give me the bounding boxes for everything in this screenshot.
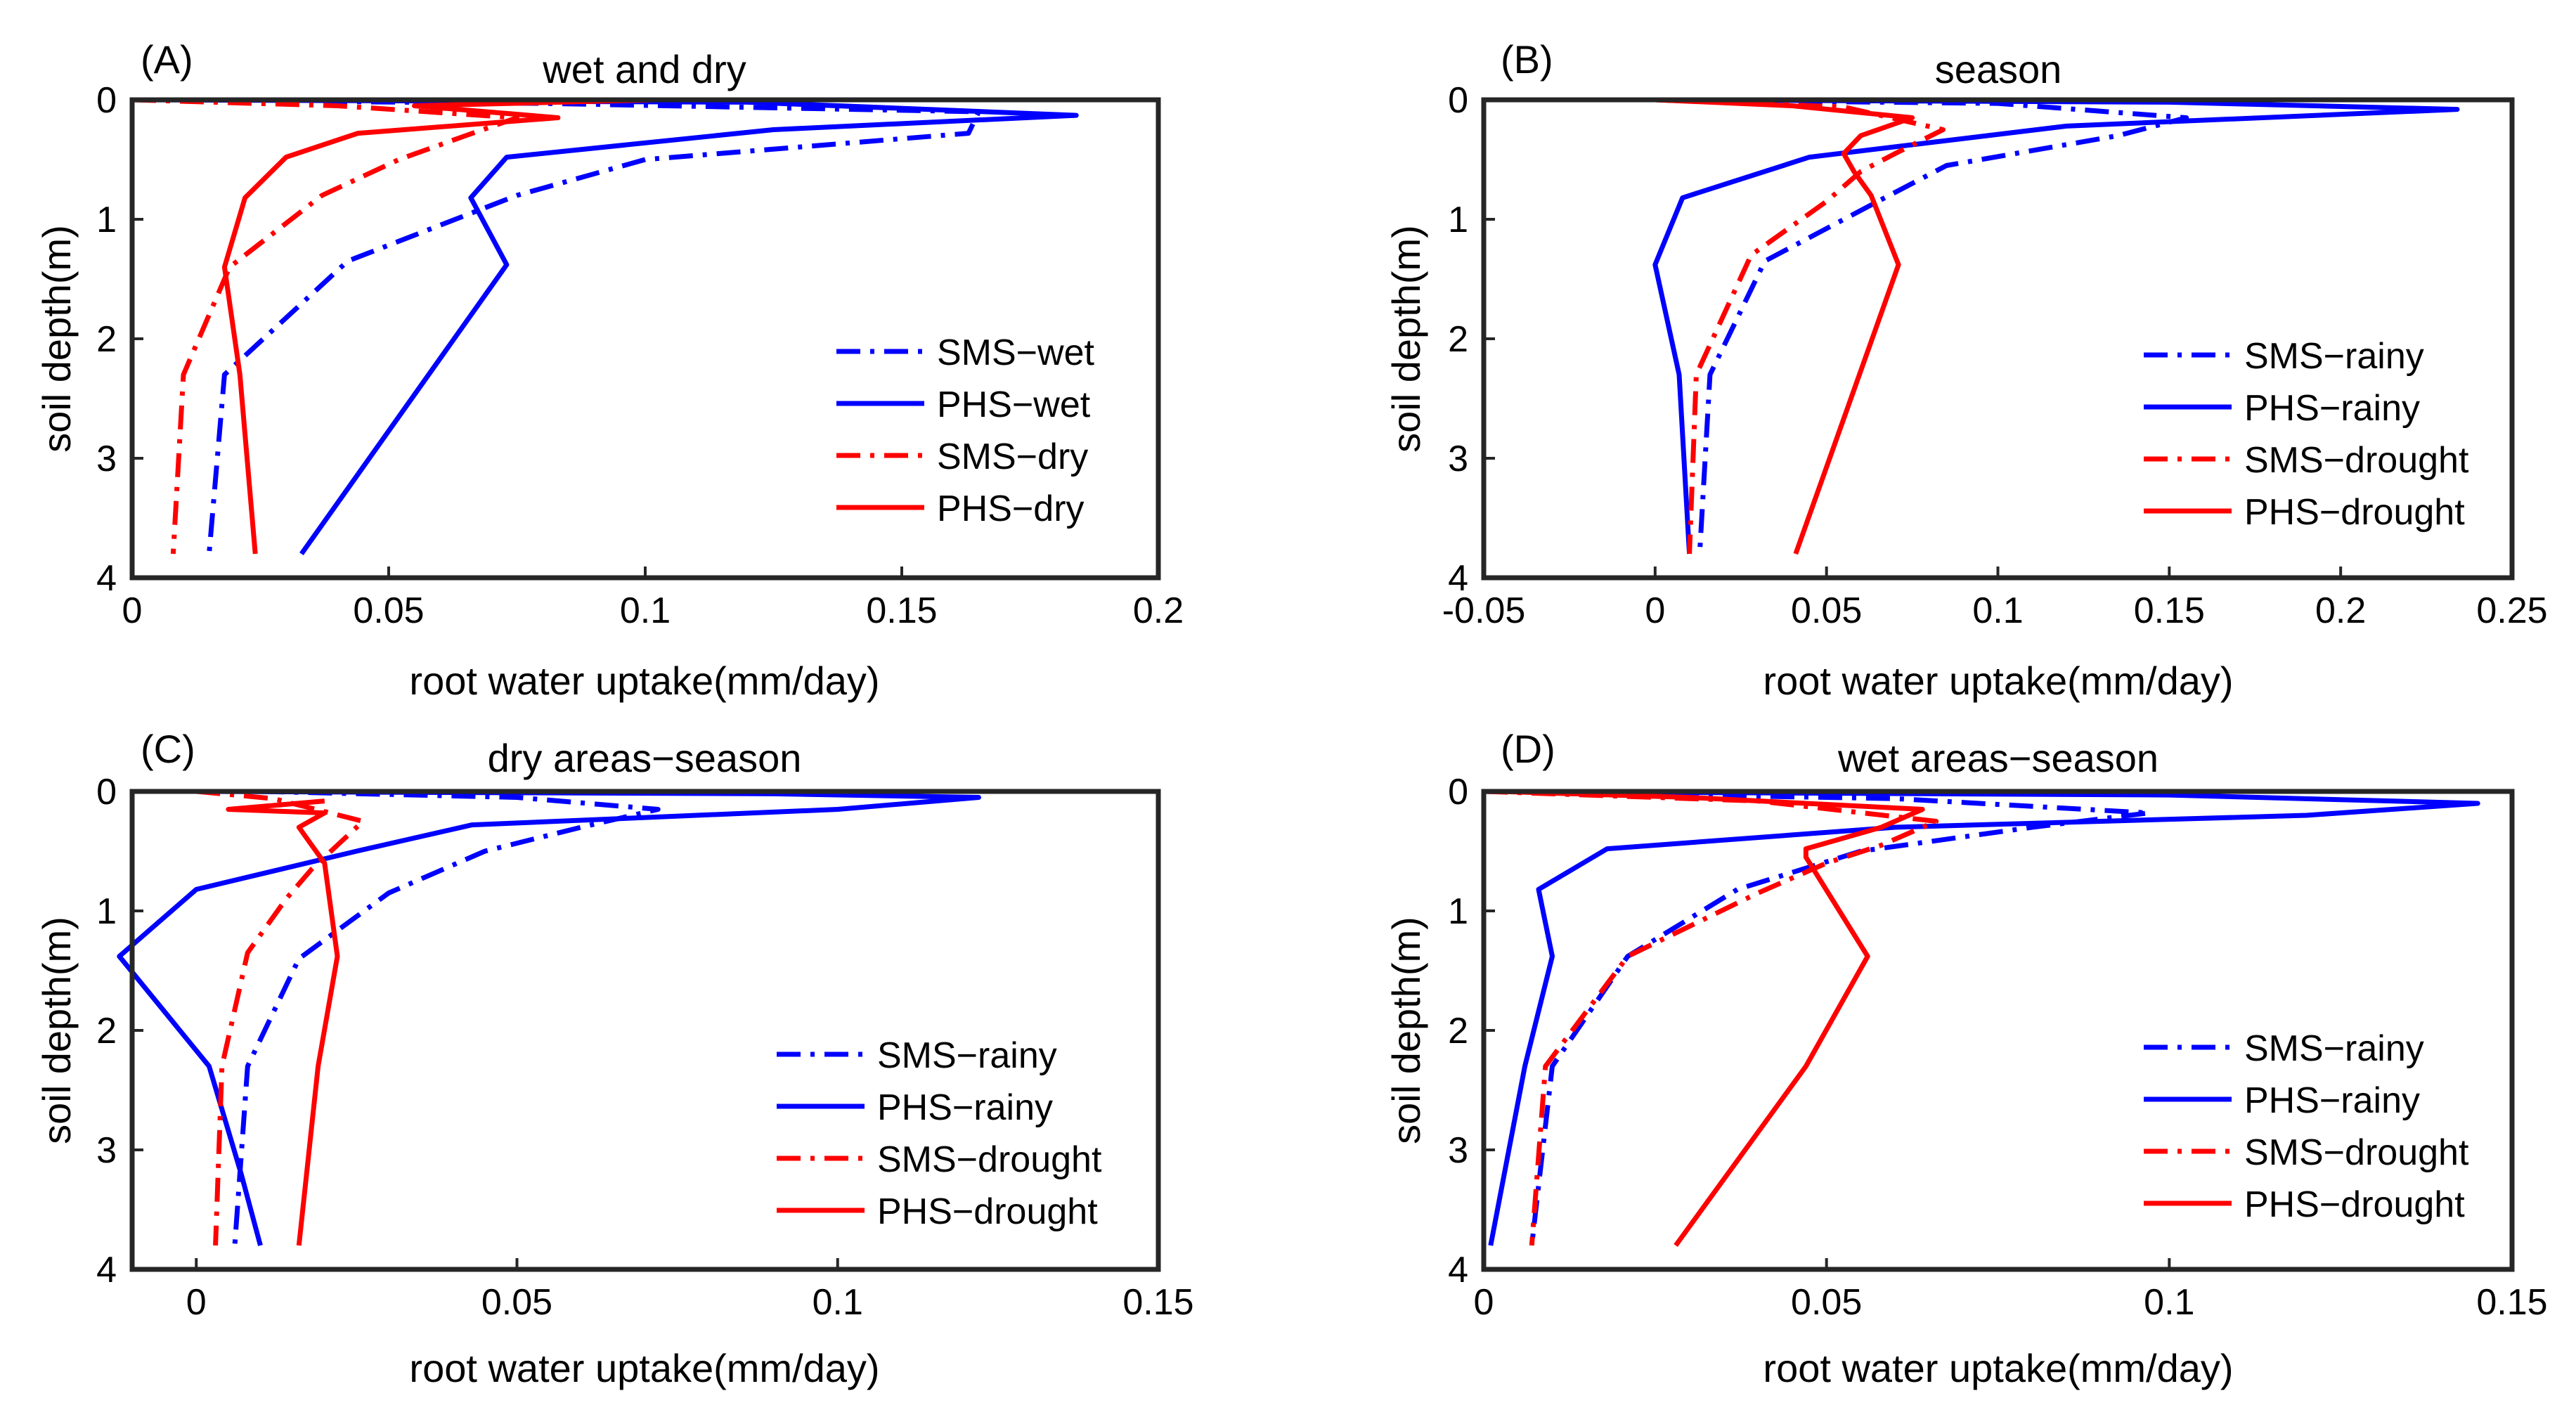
xlabel-a: root water uptake(mm/day) [409,659,879,703]
series-lines-b [1652,97,2460,555]
xtick-label-b-4: 0.15 [2134,590,2205,631]
xtick-label-c-3: 0.15 [1122,1282,1193,1323]
series-line-a-1 [131,97,1079,556]
series-line-d-2 [1483,789,1939,1246]
series-line-c-0 [232,789,661,1246]
ytick-label-a-3: 3 [96,439,117,479]
ytick-label-b-3: 3 [1448,439,1468,479]
legend-b: SMS−rainy PHS−rainy SMS−drought PHS−drought [2144,336,2469,533]
ytick-label-a-2: 2 [96,319,117,360]
xtick-label-d-0: 0 [1474,1282,1494,1323]
ytick-label-d-1: 1 [1448,891,1468,932]
series-line-b-1 [1652,97,2460,555]
legend-label-c-1: PHS−rainy [877,1087,1053,1128]
series-lines-c [117,789,981,1246]
panel-label-a: (A) [141,37,193,82]
panel-title-a: wet and dry [542,47,746,91]
legend-label-a-0: SMS−wet [937,332,1095,373]
xtick-label-b-3: 0.1 [1972,590,2023,631]
ytick-label-c-3: 3 [96,1130,117,1171]
ytick-label-c-1: 1 [96,891,117,932]
legend-label-d-0: SMS−rainy [2244,1028,2424,1069]
legend-c: SMS−rainy PHS−rainy SMS−drought PHS−drought [777,1035,1102,1232]
panel-label-c: (C) [141,727,195,771]
ytick-label-c-2: 2 [96,1011,117,1051]
panel-label-d: (D) [1501,727,1555,771]
xlabel-c: root water uptake(mm/day) [409,1346,879,1390]
legend-label-c-0: SMS−rainy [877,1035,1057,1076]
xtick-label-a-2: 0.1 [620,590,671,631]
xtick-label-a-3: 0.15 [866,590,937,631]
ytick-label-d-3: 3 [1448,1130,1468,1171]
ytick-label-a-0: 0 [96,80,117,121]
legend-label-d-3: PHS−drought [2244,1184,2465,1225]
legend-a: SMS−wet PHS−wet SMS−dry PHS−dry [836,332,1095,529]
series-line-c-3 [226,798,340,1246]
xtick-label-c-0: 0 [186,1282,207,1323]
ytick-label-a-4: 4 [96,558,117,599]
legend-d: SMS−rainy PHS−rainy SMS−drought PHS−drought [2144,1028,2469,1225]
ylabel-c: soil depth(m) [34,917,79,1144]
xtick-label-b-5: 0.2 [2315,590,2366,631]
ytick-label-a-1: 1 [96,200,117,240]
ytick-label-b-2: 2 [1448,319,1468,360]
xtick-label-c-2: 0.1 [813,1282,863,1323]
series-line-b-2 [1655,97,1946,555]
ytick-label-d-0: 0 [1448,772,1468,813]
legend-label-b-3: PHS−drought [2244,492,2465,533]
panel-d: (D) wet areas−season soil depth(m) root … [1384,727,2548,1390]
ytick-label-b-4: 4 [1448,558,1468,599]
series-line-d-1 [1483,789,2480,1246]
ytick-label-b-0: 0 [1448,80,1468,121]
legend-label-b-1: PHS−rainy [2244,388,2420,429]
xtick-label-c-1: 0.05 [481,1282,552,1323]
xtick-label-b-1: 0 [1645,590,1665,631]
xtick-label-a-0: 0 [122,590,143,631]
series-line-a-3 [221,97,656,555]
panel-title-d: wet areas−season [1837,736,2158,780]
xtick-label-a-1: 0.05 [353,590,424,631]
legend-label-b-0: SMS−rainy [2244,336,2424,377]
panel-title-c: dry areas−season [488,736,802,780]
legend-label-a-1: PHS−wet [937,384,1091,425]
xtick-label-d-2: 0.1 [2144,1282,2194,1323]
xtick-label-d-3: 0.15 [2476,1282,2547,1323]
series-lines-d [1483,789,2480,1248]
legend-label-c-3: PHS−drought [877,1191,1098,1232]
xtick-label-b-0: -0.05 [1442,590,1526,631]
ylabel-a: soil depth(m) [34,225,79,453]
series-line-c-2 [195,789,365,1246]
xlabel-d: root water uptake(mm/day) [1763,1346,2233,1390]
xtick-label-b-6: 0.25 [2476,590,2547,631]
panel-title-b: season [1935,47,2062,91]
ytick-label-c-4: 4 [96,1250,117,1290]
ytick-label-b-1: 1 [1448,200,1468,240]
legend-label-d-2: SMS−drought [2244,1132,2469,1173]
xlabel-b: root water uptake(mm/day) [1763,659,2233,703]
legend-label-c-2: SMS−drought [877,1139,1102,1180]
legend-label-b-2: SMS−drought [2244,440,2469,481]
xtick-label-d-1: 0.05 [1791,1282,1862,1323]
ytick-label-c-0: 0 [96,772,117,813]
legend-label-d-1: PHS−rainy [2244,1080,2420,1121]
ylabel-d: soil depth(m) [1384,917,1428,1144]
panel-a: (A) wet and dry soil depth(m) root water… [34,37,1184,703]
series-lines-a [131,97,1079,556]
panel-label-b: (B) [1501,37,1553,82]
panel-b: (B) season soil depth(m) root water upta… [1384,37,2548,703]
legend-label-a-2: SMS−dry [937,436,1088,477]
series-line-b-3 [1655,97,1915,555]
series-line-d-3 [1497,789,1925,1248]
panel-c: (C) dry areas−season soil depth(m) root … [34,727,1194,1390]
xtick-label-b-2: 0.05 [1791,590,1862,631]
ylabel-b: soil depth(m) [1384,225,1428,453]
ytick-label-d-2: 2 [1448,1011,1468,1051]
ytick-label-d-4: 4 [1448,1250,1468,1290]
legend-label-a-3: PHS−dry [937,488,1085,529]
series-line-b-0 [1655,97,2189,555]
xtick-label-a-4: 0.2 [1133,590,1184,631]
